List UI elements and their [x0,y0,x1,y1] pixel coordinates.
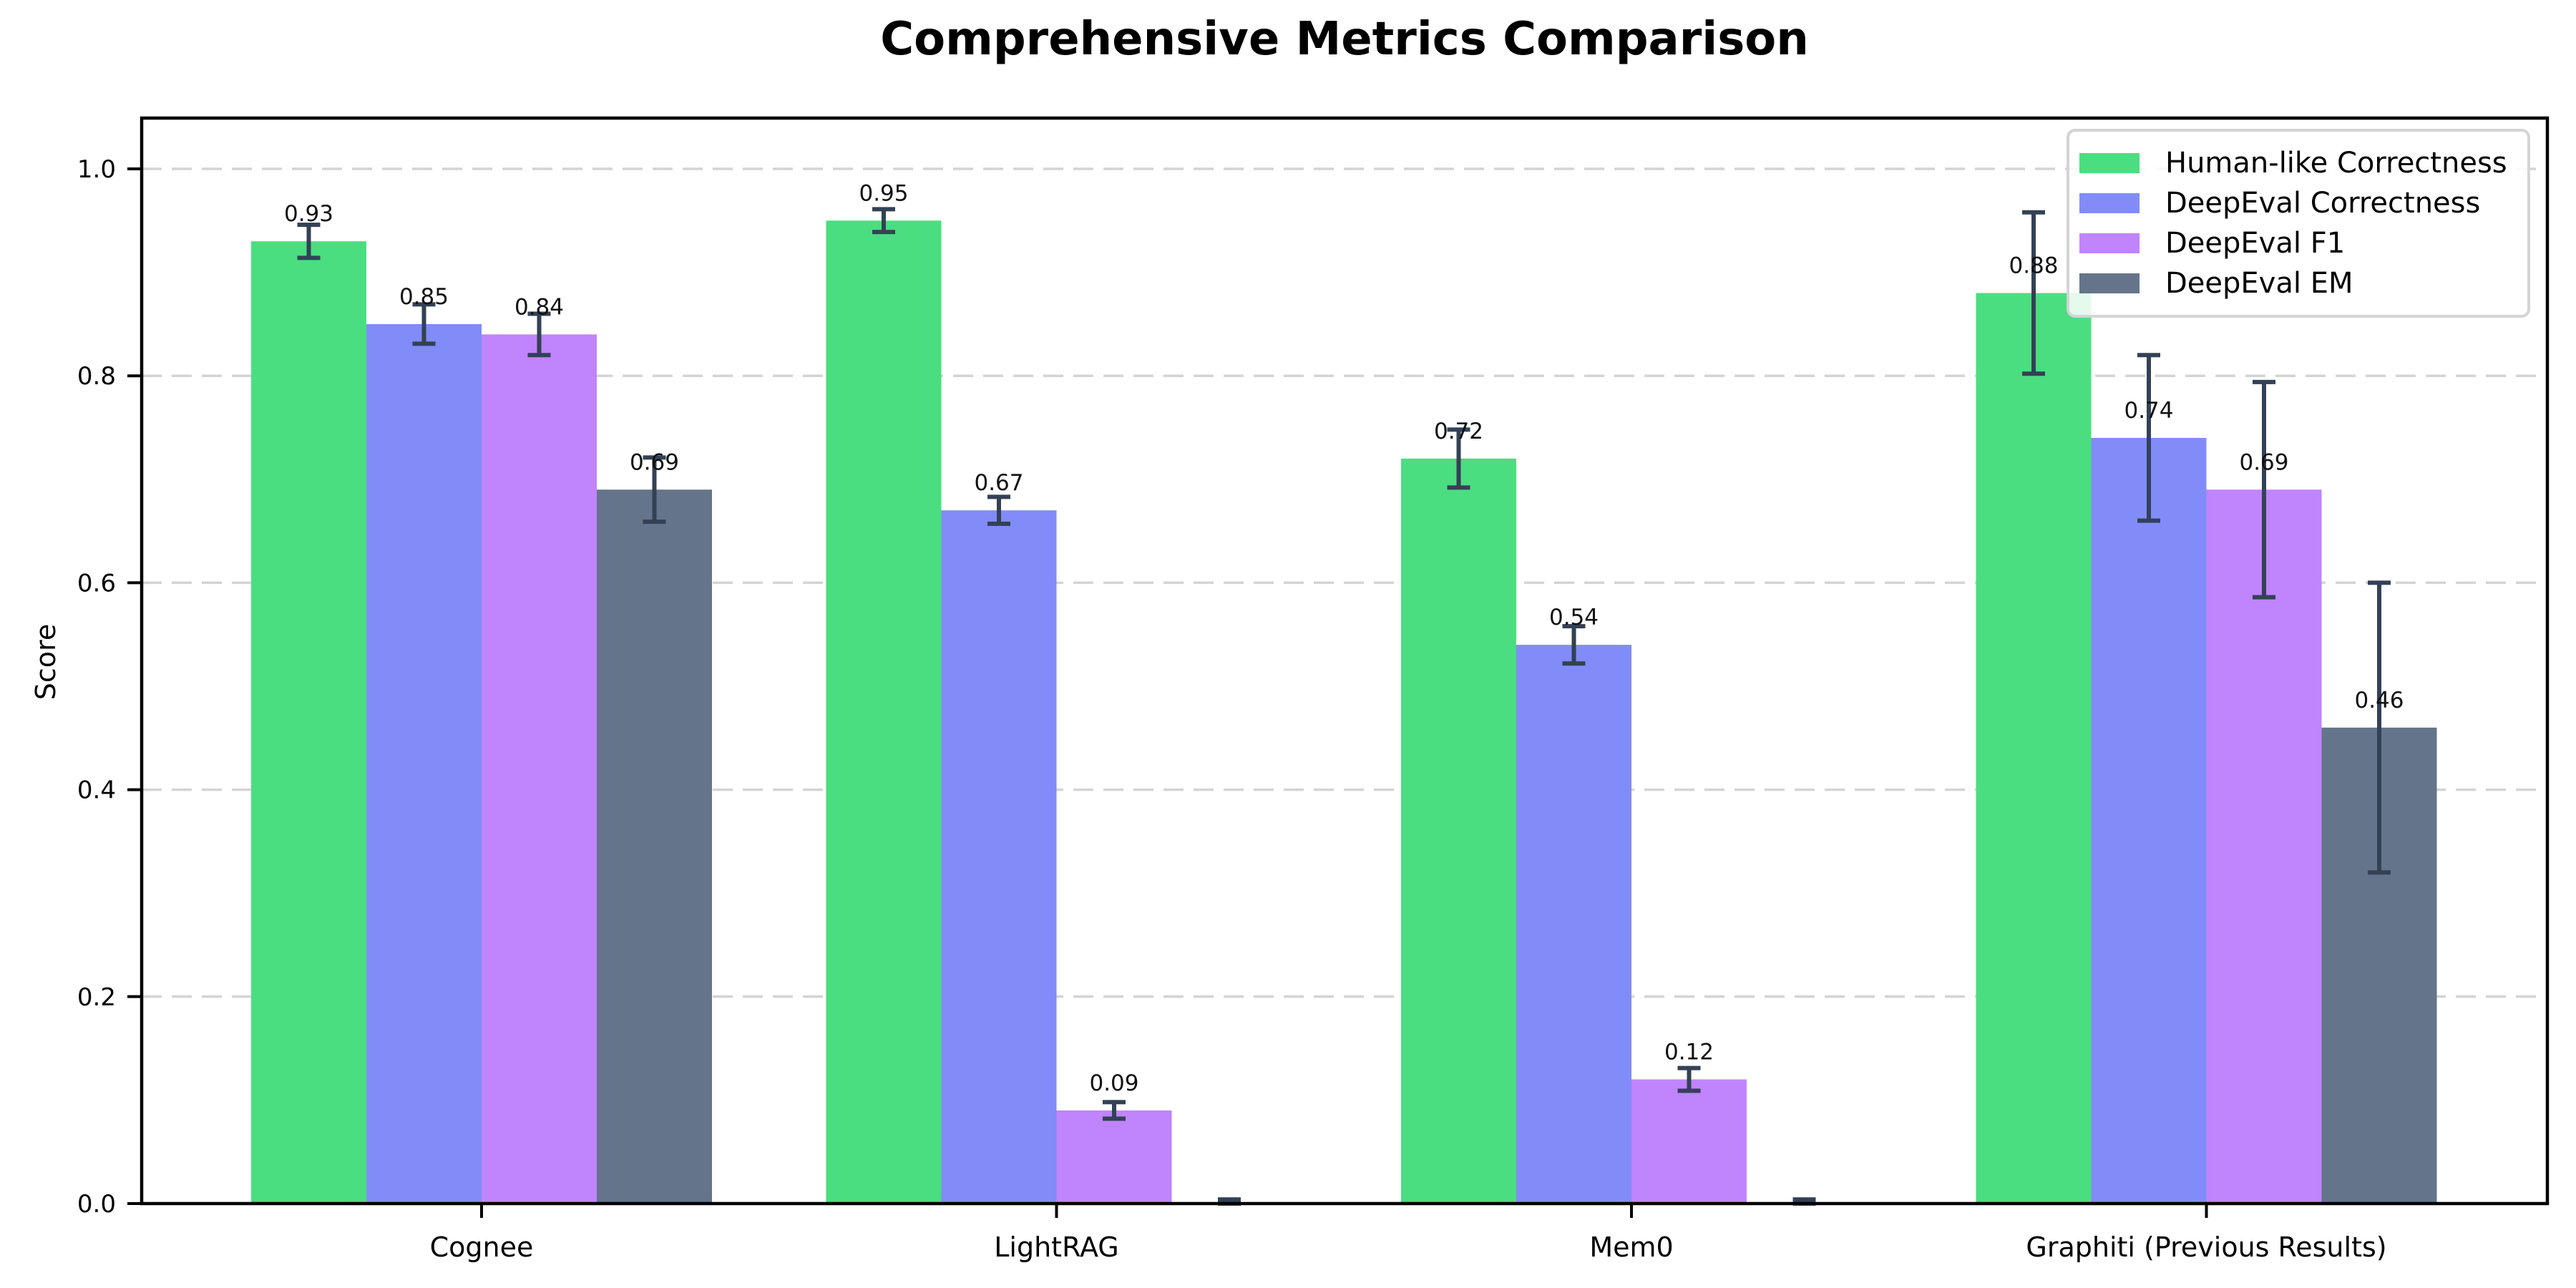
legend-item: DeepEval F1 [2079,229,2517,258]
legend-swatch-green [2079,153,2140,173]
legend-swatch-blue [2079,193,2140,213]
bar-deepeval-correctness [366,323,482,1204]
bar-deepeval-correctness [941,510,1057,1204]
bar-value-label: 0.95 [859,180,908,206]
x-category-label: Graphiti (Previous Results) [2026,1231,2386,1263]
bar-deepeval-f1 [482,334,597,1204]
x-category-label: Cognee [430,1231,534,1263]
legend-label: Human-like Correctness [2165,147,2507,180]
bar-value-label: 0.84 [514,294,564,320]
bar-deepeval-f1 [1631,1079,1747,1204]
bar-deepeval-f1 [1056,1110,1172,1204]
bar-value-label: 0.72 [1434,419,1483,444]
y-tick-label: 1.0 [77,155,116,184]
bar-human-like-correctness [1401,458,1516,1204]
y-tick-label: 0.8 [77,362,116,391]
bar-human-like-correctness [251,241,366,1204]
legend-swatch-purple [2079,233,2140,253]
legend-label: DeepEval EM [2165,267,2353,300]
bar-value-label: 0.69 [630,449,679,475]
bar-value-label: 0.46 [2354,688,2404,713]
legend-swatch-gray [2079,273,2140,293]
legend-item: DeepEval EM [2079,269,2517,298]
legend-label: DeepEval Correctness [2165,187,2481,220]
bar-value-label: 0.88 [2009,253,2058,279]
bar-value-label: 0.12 [1664,1039,1714,1065]
bar-value-label: 0.67 [974,470,1023,496]
bar-deepeval-correctness [1516,645,1631,1204]
y-tick-label: 0.2 [77,983,116,1012]
bar-value-label: 0.93 [284,201,333,227]
bar-value-label: 0.09 [1089,1070,1138,1096]
bar-value-label: 0.85 [399,284,449,310]
bar-value-label: 0.69 [2239,449,2288,475]
legend: Human-like Correctness DeepEval Correctn… [2067,129,2530,318]
bar-human-like-correctness [1976,293,2092,1204]
chart-title: Comprehensive Metrics Comparison [880,13,1809,66]
y-tick-label: 0.4 [77,776,116,805]
x-category-label: LightRAG [994,1231,1118,1263]
bar-deepeval-em [597,489,712,1204]
legend-item: Human-like Correctness [2079,149,2517,177]
legend-item: DeepEval Correctness [2079,189,2517,218]
bar-human-like-correctness [826,220,942,1204]
y-tick-label: 0.6 [77,569,116,597]
legend-label: DeepEval F1 [2165,227,2346,260]
plot-border [140,116,2550,1206]
bar-deepeval-f1 [2206,489,2322,1204]
bar-value-label: 0.74 [2124,398,2173,424]
y-tick-label: 0.0 [77,1190,116,1219]
x-category-label: Mem0 [1589,1231,1673,1263]
bar-deepeval-correctness [2091,437,2207,1204]
bar-value-label: 0.54 [1549,605,1599,630]
